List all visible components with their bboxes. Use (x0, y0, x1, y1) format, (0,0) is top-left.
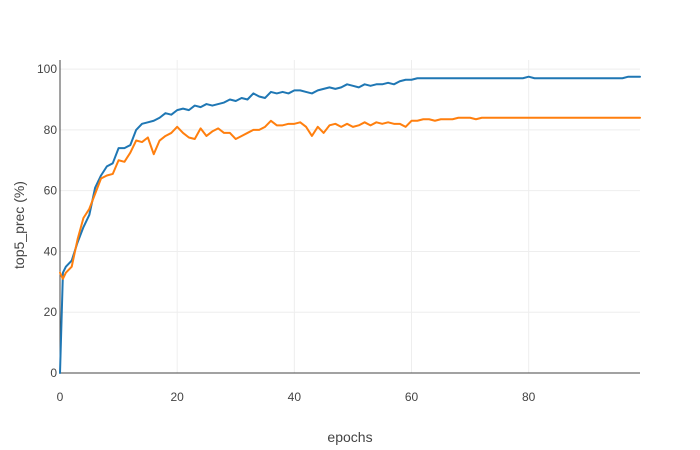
x-tick-label: 60 (405, 390, 419, 404)
series-line-2 (59, 116, 641, 280)
y-tick-label: 80 (44, 123, 58, 137)
x-tick-label: 20 (170, 390, 184, 404)
series-line-1 (59, 75, 641, 374)
y-tick-label: 100 (37, 62, 57, 76)
series-group (59, 75, 641, 374)
x-axis-title: epochs (327, 429, 372, 445)
x-tick-label: 80 (522, 390, 536, 404)
y-tick-label: 0 (50, 366, 57, 380)
axes (59, 60, 640, 374)
grid-lines (60, 60, 640, 373)
x-tick-label: 0 (57, 390, 64, 404)
x-tick-label: 40 (288, 390, 302, 404)
y-tick-label: 60 (44, 184, 58, 198)
y-tick-label: 40 (44, 244, 58, 258)
y-tick-label: 20 (44, 305, 58, 319)
y-axis-title: top5_prec (%) (11, 181, 27, 269)
tick-labels: 0 20 40 60 80 0 20 40 60 80 100 (37, 62, 536, 404)
